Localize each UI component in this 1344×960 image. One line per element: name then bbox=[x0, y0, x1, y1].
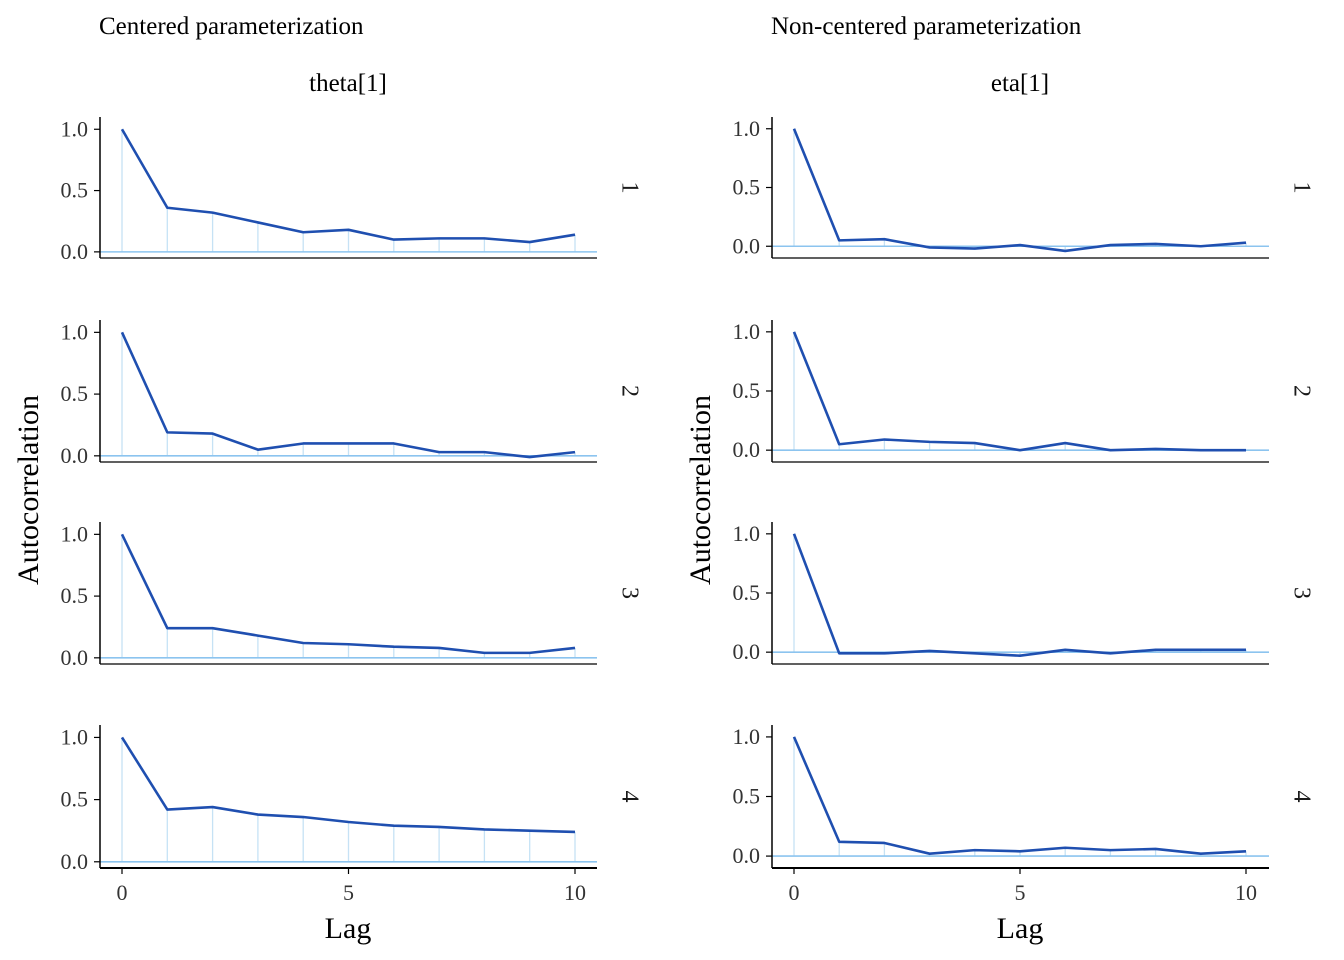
left-facet-title: theta[1] bbox=[309, 70, 387, 97]
panel-noncentered-chain-3: 0.0 0.5 1.0 3 bbox=[733, 521, 1315, 665]
y-tick-label: 0.0 bbox=[61, 849, 89, 874]
y-tick-label: 0.5 bbox=[733, 378, 761, 403]
panel-centered-chain-1: 0.0 0.5 1.0 1 bbox=[61, 116, 643, 264]
chain-strip-label: 3 bbox=[616, 587, 642, 599]
y-tick-label: 0.0 bbox=[733, 843, 761, 868]
y-tick-label: 0.5 bbox=[61, 178, 89, 203]
panel-centered-chain-4: 0.0 0.5 1.0 4 0 5 10 bbox=[61, 724, 643, 905]
panel-noncentered-chain-2: 0.0 0.5 1.0 2 bbox=[733, 319, 1315, 463]
y-tick-label: 1.0 bbox=[733, 116, 761, 141]
chain-strip-label: 2 bbox=[1288, 385, 1314, 397]
left-x-axis-label: Lag bbox=[325, 912, 372, 945]
y-tick-label: 1.0 bbox=[61, 521, 89, 546]
acf-series-line bbox=[792, 533, 1246, 658]
acf-series-line bbox=[120, 128, 576, 244]
right-facet-title: eta[1] bbox=[991, 70, 1049, 97]
left-column-title: Centered parameterization bbox=[99, 13, 364, 40]
y-tick-label: 0.0 bbox=[61, 443, 89, 468]
chain-strip-label: 1 bbox=[616, 182, 642, 194]
acf-series-line bbox=[120, 331, 576, 459]
x-tick-label: 5 bbox=[343, 880, 354, 905]
y-tick-label: 1.0 bbox=[733, 521, 761, 546]
x-tick-label: 0 bbox=[117, 880, 128, 905]
chain-strip-label: 2 bbox=[616, 385, 642, 397]
acf-series-line bbox=[792, 128, 1247, 253]
left-y-axis-label: Autocorrelation bbox=[12, 395, 45, 585]
chain-strip-label: 4 bbox=[1288, 791, 1314, 803]
x-tick-label: 10 bbox=[564, 880, 586, 905]
x-tick-label: 5 bbox=[1015, 880, 1026, 905]
chain-strip-label: 4 bbox=[616, 791, 642, 803]
y-tick-label: 0.0 bbox=[733, 639, 761, 664]
panel-centered-chain-3: 0.0 0.5 1.0 3 bbox=[61, 521, 643, 669]
chain-strip-label: 3 bbox=[1288, 587, 1314, 599]
y-tick-label: 1.0 bbox=[61, 724, 89, 749]
y-tick-label: 0.5 bbox=[733, 784, 761, 809]
y-tick-label: 1.0 bbox=[61, 319, 89, 344]
right-x-axis-label: Lag bbox=[997, 912, 1044, 945]
panel-noncentered-chain-1: 0.0 0.5 1.0 1 bbox=[733, 116, 1315, 259]
y-tick-label: 0.5 bbox=[61, 787, 89, 812]
right-y-axis-label: Autocorrelation bbox=[684, 395, 717, 585]
y-tick-label: 0.0 bbox=[61, 645, 89, 670]
panels-layer: 0.0 0.5 1.0 1 0.0 0.5 1.0 2 0.0 0.5 1.0 3 0.0 0.5 1.0 4… bbox=[61, 116, 1315, 905]
y-tick-label: 0.5 bbox=[61, 381, 89, 406]
y-tick-label: 1.0 bbox=[733, 319, 761, 344]
x-tick-label: 0 bbox=[789, 880, 800, 905]
y-tick-label: 0.0 bbox=[61, 239, 89, 264]
y-tick-label: 1.0 bbox=[61, 116, 89, 141]
x-tick-label: 10 bbox=[1235, 880, 1257, 905]
y-tick-label: 0.5 bbox=[733, 175, 761, 200]
acf-series-line bbox=[120, 533, 576, 655]
right-column-title: Non-centered parameterization bbox=[771, 13, 1082, 40]
acf-series-line bbox=[120, 736, 576, 834]
y-tick-label: 1.0 bbox=[733, 724, 761, 749]
y-tick-label: 0.0 bbox=[733, 233, 761, 258]
y-tick-label: 0.0 bbox=[733, 437, 761, 462]
panel-centered-chain-2: 0.0 0.5 1.0 2 bbox=[61, 319, 643, 467]
acf-series-line bbox=[792, 736, 1247, 856]
panel-noncentered-chain-4: 0.0 0.5 1.0 4 0 5 10 bbox=[733, 724, 1315, 905]
y-tick-label: 0.5 bbox=[61, 583, 89, 608]
acf-series-line bbox=[792, 331, 1246, 452]
y-tick-label: 0.5 bbox=[733, 580, 761, 605]
chain-strip-label: 1 bbox=[1288, 182, 1314, 194]
